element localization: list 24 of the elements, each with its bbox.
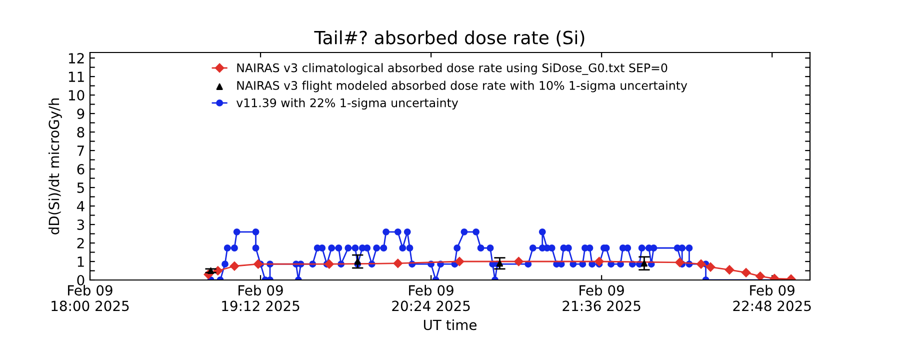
x-axis-title: UT time xyxy=(424,319,476,330)
x-tick-label: Feb 09 21:36 2025 xyxy=(562,284,640,312)
y-tick-label: 4 xyxy=(76,201,84,212)
y-tick-label: 0 xyxy=(77,274,84,286)
y-tick-label: 7 xyxy=(77,146,84,156)
legend-label: NAIRAS v3 climatological absorbed dose rate using SiDose_G0.txt SEP=0 xyxy=(237,63,668,75)
legend-label: NAIRAS v3 flight modeled absorbed dose rate with 10% 1-sigma uncertainty xyxy=(237,80,688,92)
y-tick-label: 8 xyxy=(77,127,84,138)
x-tick-label: Feb 09 22:48 2025 xyxy=(733,284,811,312)
y-tick-label: 12 xyxy=(68,53,84,64)
y-tick-label: 11 xyxy=(68,72,84,82)
x-tick-label: Feb 09 18:00 2025 xyxy=(52,284,129,312)
y-tick-label: 3 xyxy=(77,219,84,230)
y-axis-title: dD(Si)/dt microGy/h xyxy=(48,98,62,234)
x-tick-label: Feb 09 19:12 2025 xyxy=(222,284,300,312)
y-tick-label: 5 xyxy=(77,182,84,193)
x-tick-label: Feb 09 20:24 2025 xyxy=(392,284,470,312)
y-tick-label: 9 xyxy=(77,108,84,120)
y-tick-label: 6 xyxy=(77,164,84,174)
legend-label: v11.39 with 22% 1-sigma uncertainty xyxy=(236,98,458,110)
y-tick-label: 10 xyxy=(68,90,84,101)
y-tick-label: 1 xyxy=(78,256,84,267)
y-tick-label: 2 xyxy=(77,238,84,248)
chart-title: Tail#? absorbed dose rate (Si) xyxy=(314,30,584,47)
